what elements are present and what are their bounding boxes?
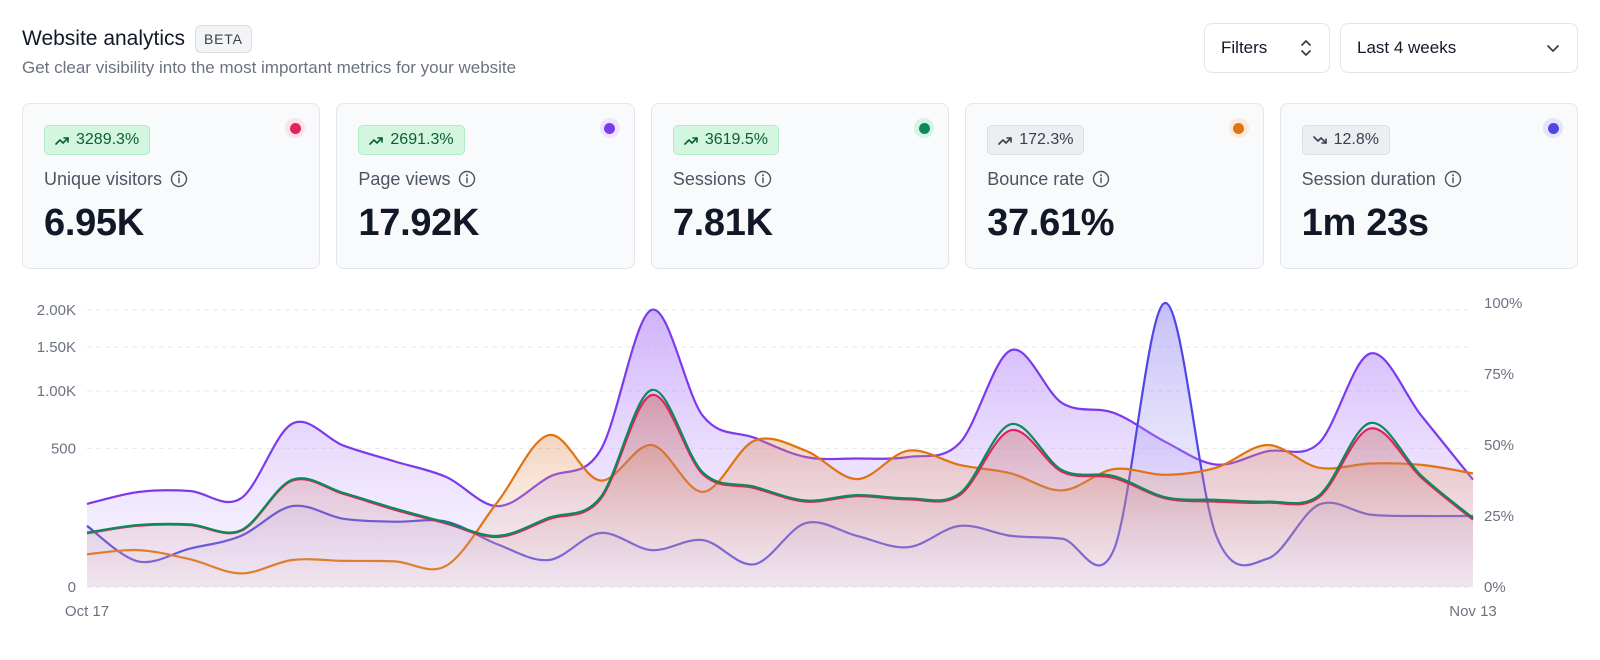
area-unique-visitors [87,394,1473,587]
metric-value: 37.61% [987,202,1115,244]
analytics-chart: 0 500 1.00K 1.50K 2.00K 0% 25% 50% 75% 100% Oct 17… [37,295,1523,620]
beta-badge: BETA [195,25,252,53]
series-color-dot [1543,118,1564,138]
x-tick-label-end: Nov 13 [1449,603,1497,620]
metric-label-row: Unique visitors [44,166,319,192]
filters-button[interactable]: Filters [1204,23,1330,73]
metric-card-session-duration[interactable]: 12.8% Session duration 1m 23s [1279,103,1579,269]
y-right-tick-label: 50% [1484,437,1514,454]
series-color-dot [599,118,620,138]
metric-value: 6.95K [44,202,144,244]
date-range-select[interactable]: Last 4 weeks [1340,23,1578,73]
y-right-tick-label: 75% [1484,366,1514,383]
y-left-tick-label: 1.00K [37,383,76,400]
metric-label: Bounce rate [987,168,1085,189]
header-controls: Filters Last 4 weeks [1204,23,1578,73]
metric-label: Page views [358,168,451,189]
metric-value: 1m 23s [1301,202,1429,244]
change-value: 2691.3% [390,131,454,148]
title-row: Website analytics BETA [22,24,1578,54]
date-range-value: Last 4 weeks [1357,38,1457,57]
metric-label-row: Session duration [1302,166,1577,192]
metric-value: 17.92K [358,202,480,244]
series-color-dot [1228,118,1249,138]
chevron-down-icon [1547,45,1559,52]
page-subtitle: Get clear visibility into the most impor… [22,58,517,77]
y-right-tick-label: 100% [1484,295,1522,312]
line-sessions[interactable] [86,388,1474,538]
y-left-tick-label: 1.50K [37,339,76,356]
change-value: 172.3% [1019,131,1074,148]
metric-card-unique-visitors[interactable]: 3289.3% Unique visitors 6.95K [22,103,321,269]
metric-card-page-views[interactable]: 2691.3% Page views 17.92K [336,103,635,269]
filters-label: Filters [1221,38,1268,57]
change-badge: 3619.5% [672,125,779,155]
change-value: 3289.3% [76,131,140,148]
info-icon[interactable] [754,170,772,188]
trend-down-icon [1312,135,1327,144]
metric-label-row: Page views [358,166,633,192]
metric-label: Session duration [1301,168,1436,189]
metric-label-row: Sessions [673,166,948,192]
series-color-dot [914,118,935,138]
y-right-tick-label: 0% [1484,579,1506,596]
change-value: 3619.5% [704,131,768,148]
series-color-dot [285,118,306,138]
page-header: Website analytics BETA Get clear visibil… [22,23,1578,84]
y-left-tick-label: 2.00K [37,302,76,319]
change-badge: 172.3% [987,125,1085,155]
metric-card-bounce-rate[interactable]: 172.3% Bounce rate 37.61% [965,103,1264,269]
change-badge: 3289.3% [44,125,151,155]
y-right-tick-label: 25% [1484,508,1514,525]
change-badge: 12.8% [1301,125,1390,155]
metric-label-row: Bounce rate [987,166,1262,192]
info-icon[interactable] [1444,170,1462,188]
page-title: Website analytics [22,27,186,50]
metric-cards: 3289.3% Unique visitors 6.95K 2691.3% Pa… [22,103,1579,269]
trend-up-icon [55,136,69,145]
trend-up-icon [684,136,698,145]
change-value: 12.8% [1333,131,1379,148]
info-icon[interactable] [1092,170,1110,188]
metric-value: 7.81K [672,202,773,244]
info-icon[interactable] [170,170,188,188]
metric-card-sessions[interactable]: 3619.5% Sessions 7.81K [650,103,950,269]
info-icon[interactable] [458,170,476,188]
y-left-tick-label: 500 [51,440,76,457]
y-left-tick-label: 0 [68,579,76,596]
x-tick-label-start: Oct 17 [65,603,109,620]
trend-up-icon [369,136,384,145]
metric-label: Unique visitors [44,168,163,189]
trend-up-icon [998,136,1013,145]
chevron-up-down-icon [1301,40,1311,56]
change-badge: 2691.3% [358,125,465,155]
metric-label: Sessions [672,168,746,189]
